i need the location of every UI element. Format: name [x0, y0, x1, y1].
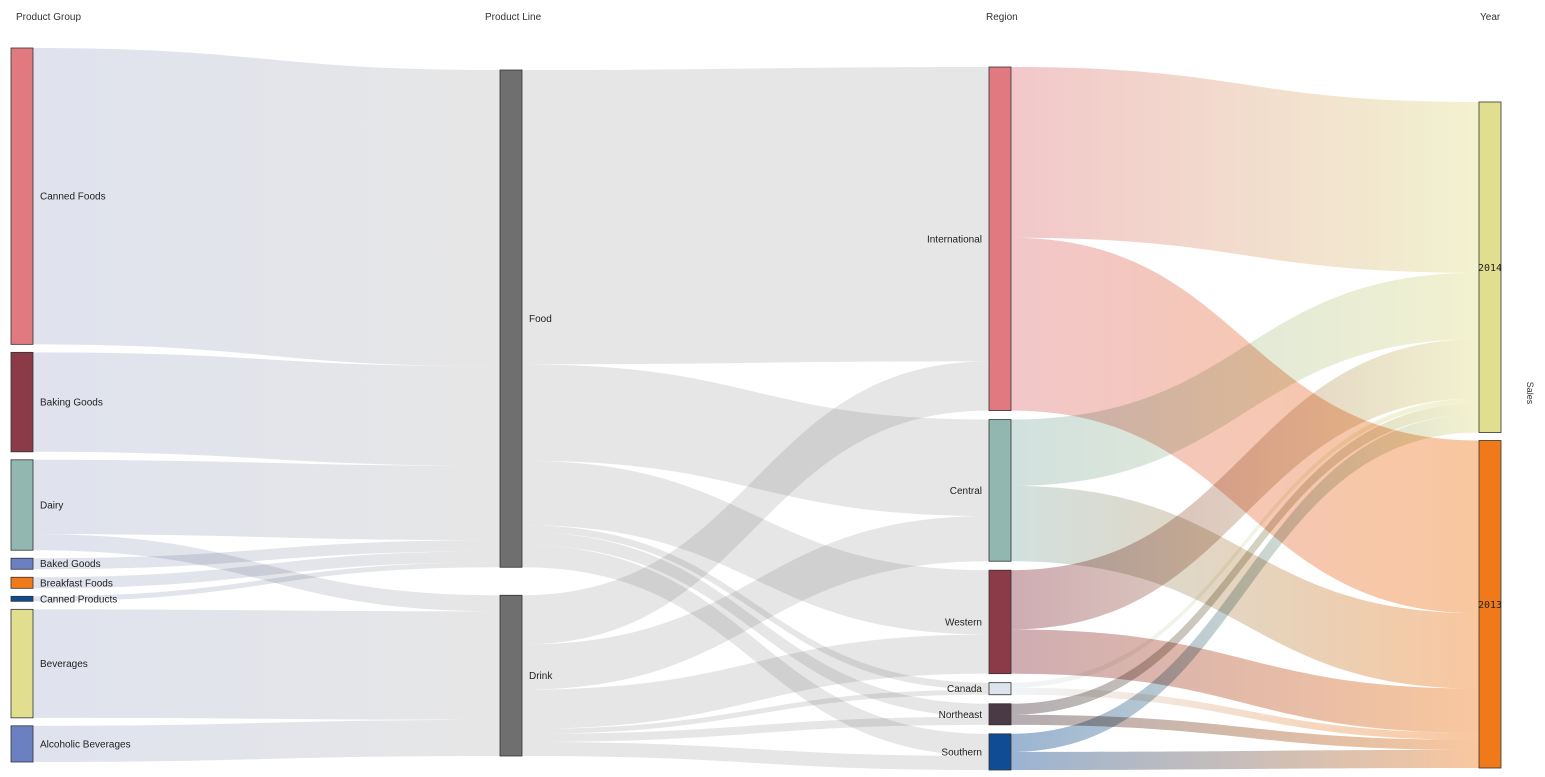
link-southern-to-y2014[interactable] — [1011, 414, 1479, 752]
node-drink[interactable] — [499, 594, 523, 757]
node-label-food: Food — [529, 314, 552, 325]
link-baked_goods-to-food[interactable] — [33, 540, 500, 570]
link-beverages-to-drink[interactable] — [33, 609, 500, 720]
node-label-central: Central — [950, 486, 982, 497]
link-canada-to-y2013[interactable] — [1011, 687, 1479, 740]
link-drink-to-central[interactable] — [522, 516, 989, 690]
node-label-drink: Drink — [529, 671, 553, 682]
node-international[interactable] — [988, 66, 1012, 411]
node-label-alcoholic_beverages: Alcoholic Beverages — [40, 739, 131, 750]
link-drink-to-southern[interactable] — [522, 741, 989, 770]
node-alcoholic_beverages[interactable] — [10, 725, 34, 763]
column-header-product-line: Product Line — [485, 12, 542, 23]
link-food-to-southern[interactable] — [522, 545, 989, 756]
link-drink-to-northeast[interactable] — [522, 716, 989, 742]
labels-layer: Canned Foods Baking Goods Dairy Baked Goods… — [40, 192, 1502, 759]
node-beverages[interactable] — [10, 608, 34, 719]
link-dairy-to-food[interactable] — [33, 459, 500, 541]
node-label-northeast: Northeast — [939, 710, 983, 721]
link-food-to-central[interactable] — [522, 364, 989, 517]
node-food[interactable] — [499, 69, 523, 568]
node-label-southern: Southern — [941, 747, 982, 758]
node-canned_foods[interactable] — [10, 47, 34, 345]
node-canned_products[interactable] — [10, 595, 34, 602]
column-header-region: Region — [986, 12, 1018, 23]
node-dairy[interactable] — [10, 459, 34, 551]
node-baking_goods[interactable] — [10, 351, 34, 453]
node-label-western: Western — [945, 617, 982, 628]
link-northeast-to-y2013[interactable] — [1011, 714, 1479, 750]
link-drink-to-western[interactable] — [522, 634, 989, 729]
measure-axis-title: Sales — [1525, 382, 1535, 405]
node-label-y2014: 2014 — [1478, 263, 1502, 274]
node-label-canada: Canada — [947, 684, 982, 695]
node-baked_goods[interactable] — [10, 557, 34, 570]
link-food-to-international[interactable] — [522, 67, 989, 365]
link-international-to-y2013[interactable] — [1011, 237, 1479, 614]
node-label-international: International — [927, 234, 982, 245]
link-central-to-y2014[interactable] — [1011, 272, 1479, 486]
link-international-to-y2014[interactable] — [1011, 67, 1479, 273]
column-header-year: Year — [1480, 12, 1501, 23]
node-breakfast_foods[interactable] — [10, 576, 34, 589]
link-baking_goods-to-food[interactable] — [33, 352, 500, 466]
node-canada[interactable] — [988, 682, 1012, 696]
link-drink-to-international[interactable] — [522, 361, 989, 645]
node-label-breakfast_foods: Breakfast Foods — [40, 578, 113, 589]
node-label-dairy: Dairy — [40, 501, 63, 512]
link-alcoholic_beverages-to-drink[interactable] — [33, 719, 500, 762]
link-canned_products-to-food[interactable] — [33, 562, 500, 602]
node-central[interactable] — [988, 419, 1012, 562]
link-drink-to-canada[interactable] — [522, 689, 989, 734]
node-y2014[interactable] — [1478, 101, 1502, 433]
node-southern[interactable] — [988, 733, 1012, 771]
link-southern-to-y2013[interactable] — [1011, 749, 1479, 770]
column-header-product-group: Product Group — [16, 12, 81, 23]
nodes-layer — [10, 47, 1502, 771]
node-label-y2013: 2013 — [1478, 600, 1502, 611]
node-label-baking_goods: Baking Goods — [40, 398, 103, 409]
link-food-to-western[interactable] — [522, 460, 989, 635]
link-canada-to-y2014[interactable] — [1011, 398, 1479, 688]
node-label-canned_products: Canned Products — [40, 594, 117, 605]
link-breakfast_foods-to-food[interactable] — [33, 551, 500, 589]
node-label-baked_goods: Baked Goods — [40, 559, 101, 570]
link-canned_foods-to-food[interactable] — [33, 48, 500, 367]
link-northeast-to-y2014[interactable] — [1011, 403, 1479, 715]
links-layer — [33, 48, 1479, 770]
node-y2013[interactable] — [1478, 440, 1502, 769]
node-label-beverages: Beverages — [40, 659, 88, 670]
node-label-canned_foods: Canned Foods — [40, 192, 106, 203]
node-northeast[interactable] — [988, 703, 1012, 726]
node-western[interactable] — [988, 569, 1012, 675]
link-western-to-y2014[interactable] — [1011, 339, 1479, 630]
